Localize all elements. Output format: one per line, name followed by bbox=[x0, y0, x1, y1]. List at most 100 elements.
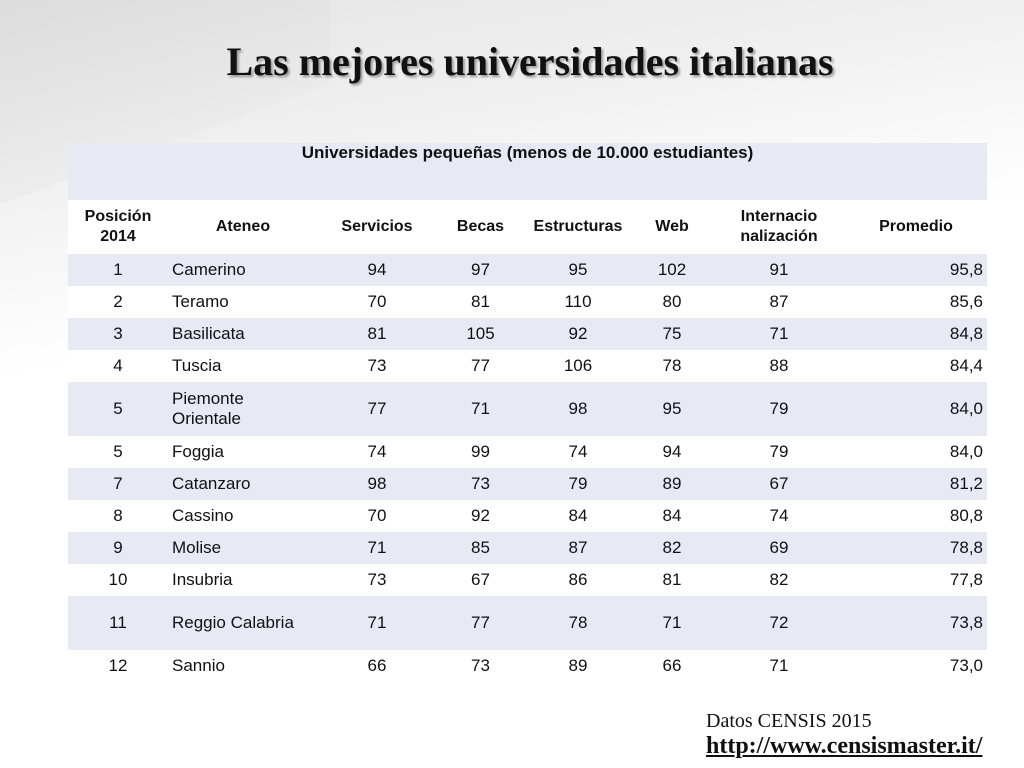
cell-ateneo: Cassino bbox=[168, 500, 318, 532]
cell-ateneo: Camerino bbox=[168, 254, 318, 286]
table-row: 2 Teramo 70 81 110 80 87 85,6 bbox=[68, 286, 987, 318]
cell-servicios: 81 bbox=[318, 318, 436, 350]
universities-table: Universidades pequeñas (menos de 10.000 … bbox=[68, 143, 987, 682]
cell-promedio: 77,8 bbox=[845, 564, 987, 596]
cell-internacionalizacion: 91 bbox=[713, 254, 845, 286]
slide-title: Las mejores universidades italianas bbox=[226, 39, 834, 84]
cell-promedio: 80,8 bbox=[845, 500, 987, 532]
cell-promedio: 85,6 bbox=[845, 286, 987, 318]
cell-position: 1 bbox=[68, 254, 168, 286]
cell-web: 102 bbox=[631, 254, 713, 286]
cell-web: 84 bbox=[631, 500, 713, 532]
cell-estructuras: 78 bbox=[525, 596, 631, 650]
cell-web: 78 bbox=[631, 350, 713, 382]
column-header: Ateneo bbox=[168, 200, 318, 254]
cell-estructuras: 84 bbox=[525, 500, 631, 532]
cell-ateneo: Basilicata bbox=[168, 318, 318, 350]
cell-web: 80 bbox=[631, 286, 713, 318]
cell-becas: 77 bbox=[436, 350, 525, 382]
table-caption: Universidades pequeñas (menos de 10.000 … bbox=[68, 143, 987, 200]
cell-becas: 73 bbox=[436, 650, 525, 682]
cell-servicios: 70 bbox=[318, 286, 436, 318]
column-header: Becas bbox=[436, 200, 525, 254]
table-header-row: Posición 2014 Ateneo Servicios Becas Est… bbox=[68, 200, 987, 254]
cell-web: 95 bbox=[631, 382, 713, 436]
cell-servicios: 94 bbox=[318, 254, 436, 286]
cell-position: 8 bbox=[68, 500, 168, 532]
cell-servicios: 77 bbox=[318, 382, 436, 436]
cell-becas: 81 bbox=[436, 286, 525, 318]
cell-promedio: 78,8 bbox=[845, 532, 987, 564]
cell-internacionalizacion: 82 bbox=[713, 564, 845, 596]
cell-ateneo: Reggio Calabria bbox=[168, 596, 318, 650]
cell-internacionalizacion: 69 bbox=[713, 532, 845, 564]
cell-ateneo: Teramo bbox=[168, 286, 318, 318]
cell-estructuras: 87 bbox=[525, 532, 631, 564]
cell-estructuras: 110 bbox=[525, 286, 631, 318]
cell-becas: 105 bbox=[436, 318, 525, 350]
table-row: 1 Camerino 94 97 95 102 91 95,8 bbox=[68, 254, 987, 286]
cell-position: 5 bbox=[68, 436, 168, 468]
cell-becas: 77 bbox=[436, 596, 525, 650]
cell-ateneo: Insubria bbox=[168, 564, 318, 596]
cell-promedio: 84,8 bbox=[845, 318, 987, 350]
column-header: Internacio nalización bbox=[713, 200, 845, 254]
cell-servicios: 66 bbox=[318, 650, 436, 682]
cell-position: 10 bbox=[68, 564, 168, 596]
cell-estructuras: 92 bbox=[525, 318, 631, 350]
table-row: 12 Sannio 66 73 89 66 71 73,0 bbox=[68, 650, 987, 682]
cell-internacionalizacion: 88 bbox=[713, 350, 845, 382]
cell-internacionalizacion: 74 bbox=[713, 500, 845, 532]
cell-position: 5 bbox=[68, 382, 168, 436]
column-header: Web bbox=[631, 200, 713, 254]
cell-web: 71 bbox=[631, 596, 713, 650]
source-link[interactable]: http://www.censismaster.it/ bbox=[706, 733, 983, 759]
cell-estructuras: 95 bbox=[525, 254, 631, 286]
cell-servicios: 98 bbox=[318, 468, 436, 500]
cell-internacionalizacion: 72 bbox=[713, 596, 845, 650]
table-row: 7 Catanzaro 98 73 79 89 67 81,2 bbox=[68, 468, 987, 500]
table-row: 4 Tuscia 73 77 106 78 88 84,4 bbox=[68, 350, 987, 382]
cell-web: 82 bbox=[631, 532, 713, 564]
cell-becas: 85 bbox=[436, 532, 525, 564]
cell-position: 7 bbox=[68, 468, 168, 500]
cell-estructuras: 86 bbox=[525, 564, 631, 596]
cell-estructuras: 106 bbox=[525, 350, 631, 382]
table-caption-row: Universidades pequeñas (menos de 10.000 … bbox=[68, 143, 987, 200]
column-header: Estructuras bbox=[525, 200, 631, 254]
cell-servicios: 71 bbox=[318, 596, 436, 650]
cell-promedio: 84,0 bbox=[845, 382, 987, 436]
cell-servicios: 73 bbox=[318, 350, 436, 382]
cell-promedio: 84,4 bbox=[845, 350, 987, 382]
cell-ateneo: Sannio bbox=[168, 650, 318, 682]
cell-estructuras: 98 bbox=[525, 382, 631, 436]
table-row: 5 Piemonte Orientale 77 71 98 95 79 84,0 bbox=[68, 382, 987, 436]
cell-estructuras: 89 bbox=[525, 650, 631, 682]
cell-promedio: 81,2 bbox=[845, 468, 987, 500]
cell-becas: 67 bbox=[436, 564, 525, 596]
cell-web: 81 bbox=[631, 564, 713, 596]
cell-web: 94 bbox=[631, 436, 713, 468]
cell-promedio: 95,8 bbox=[845, 254, 987, 286]
cell-internacionalizacion: 71 bbox=[713, 650, 845, 682]
cell-position: 12 bbox=[68, 650, 168, 682]
cell-estructuras: 79 bbox=[525, 468, 631, 500]
cell-becas: 71 bbox=[436, 382, 525, 436]
cell-position: 11 bbox=[68, 596, 168, 650]
cell-servicios: 70 bbox=[318, 500, 436, 532]
cell-ateneo: Tuscia bbox=[168, 350, 318, 382]
cell-ateneo: Molise bbox=[168, 532, 318, 564]
cell-web: 66 bbox=[631, 650, 713, 682]
table-row: 5 Foggia 74 99 74 94 79 84,0 bbox=[68, 436, 987, 468]
cell-ateneo: Catanzaro bbox=[168, 468, 318, 500]
cell-becas: 99 bbox=[436, 436, 525, 468]
table-row: 9 Molise 71 85 87 82 69 78,8 bbox=[68, 532, 987, 564]
column-header: Posición 2014 bbox=[68, 200, 168, 254]
cell-internacionalizacion: 71 bbox=[713, 318, 845, 350]
cell-position: 2 bbox=[68, 286, 168, 318]
cell-position: 3 bbox=[68, 318, 168, 350]
cell-becas: 97 bbox=[436, 254, 525, 286]
column-header: Promedio bbox=[845, 200, 987, 254]
cell-servicios: 71 bbox=[318, 532, 436, 564]
table-row: 3 Basilicata 81 105 92 75 71 84,8 bbox=[68, 318, 987, 350]
